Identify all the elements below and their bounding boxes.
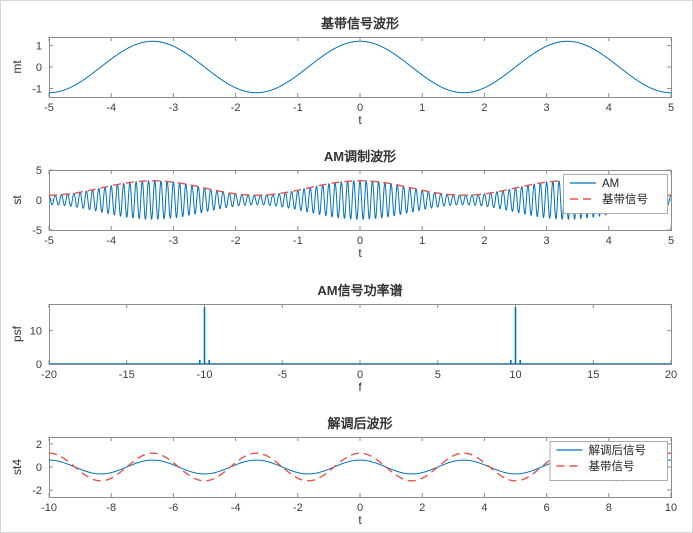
x-tick-label: -2 bbox=[293, 502, 303, 514]
x-tick-label: -15 bbox=[119, 369, 135, 381]
plot-box bbox=[49, 37, 672, 98]
y-axis-label: mt bbox=[10, 60, 24, 74]
y-tick-label: 10 bbox=[30, 326, 42, 338]
x-tick-label: 2 bbox=[481, 235, 487, 247]
x-axis-label: t bbox=[358, 113, 362, 127]
x-tick-label: -3 bbox=[169, 235, 179, 247]
y-tick-label: 1 bbox=[36, 41, 42, 53]
tick-labels: -5 -4 -3 -2 -1 0 1 2 3 4 5 -5 0 5 bbox=[32, 165, 674, 247]
x-tick-label: 20 bbox=[665, 369, 677, 381]
legend-label: AM bbox=[602, 178, 619, 190]
x-tick-label: 5 bbox=[668, 102, 674, 114]
x-axis-label: t bbox=[358, 246, 362, 260]
x-axis-label: f bbox=[358, 380, 362, 394]
tick-marks bbox=[48, 304, 672, 365]
x-tick-label: 5 bbox=[435, 369, 441, 381]
x-axis-label: t bbox=[358, 513, 362, 527]
x-tick-label: -4 bbox=[231, 502, 241, 514]
x-tick-label: -5 bbox=[44, 235, 54, 247]
subplot-baseband-waveform: -5 -4 -3 -2 -1 0 1 2 3 4 5 -1 0 1 基带信号波形 mt t bbox=[1, 1, 692, 134]
y-tick-label: -2 bbox=[32, 485, 42, 497]
plot-title: AM信号功率谱 bbox=[317, 283, 403, 298]
x-tick-label: -5 bbox=[277, 369, 287, 381]
x-tick-label: 6 bbox=[544, 502, 550, 514]
x-tick-label: 0 bbox=[357, 369, 363, 381]
x-tick-label: 0 bbox=[357, 102, 363, 114]
plot-box bbox=[49, 304, 672, 365]
plot-title: 基带信号波形 bbox=[320, 16, 399, 31]
tick-marks bbox=[48, 437, 672, 497]
spectrum-plot-area: -20 -15 -10 -5 0 5 10 15 20 0 10 bbox=[30, 304, 677, 381]
tick-labels: -20 -15 -10 -5 0 5 10 15 20 0 10 bbox=[30, 326, 677, 381]
axes: -5 -4 -3 -2 -1 0 1 2 3 4 5 -1 0 1 bbox=[32, 37, 674, 114]
x-tick-label: -10 bbox=[41, 502, 57, 514]
y-axis-label: st4 bbox=[10, 459, 24, 476]
x-tick-label: 3 bbox=[544, 235, 550, 247]
series-psf bbox=[49, 307, 671, 364]
x-tick-label: -6 bbox=[169, 502, 179, 514]
x-tick-label: 10 bbox=[665, 502, 677, 514]
legend-box bbox=[549, 441, 668, 481]
x-tick-label: -20 bbox=[41, 369, 57, 381]
subplot-am-modulated-waveform: -5 -4 -3 -2 -1 0 1 2 3 4 5 -5 0 5 AM 基带信号 AM调制波形 st t bbox=[1, 134, 692, 267]
y-tick-label: -1 bbox=[32, 83, 42, 95]
legend-label: 解调后信号 bbox=[589, 443, 647, 457]
subplot-am-power-spectrum: -20 -15 -10 -5 0 5 10 15 20 0 10 AM信号功率谱 psf f bbox=[1, 268, 692, 401]
y-tick-label: -5 bbox=[32, 225, 42, 237]
x-tick-label: 2 bbox=[419, 502, 425, 514]
legend-box bbox=[563, 174, 668, 214]
x-tick-label: 1 bbox=[419, 235, 425, 247]
x-tick-label: -2 bbox=[231, 235, 241, 247]
plot-title: AM调制波形 bbox=[323, 149, 397, 164]
x-tick-label: -3 bbox=[169, 102, 179, 114]
legend-label: 基带信号 bbox=[589, 460, 635, 473]
x-tick-label: 10 bbox=[509, 369, 521, 381]
x-tick-label: -4 bbox=[106, 102, 116, 114]
y-tick-label: 5 bbox=[36, 165, 42, 177]
x-tick-label: -1 bbox=[293, 235, 303, 247]
subplot-demodulated-waveform: -10 -8 -6 -4 -2 0 2 4 6 8 10 -2 0 2 解调后信号基带信号 解调后波形 st… bbox=[1, 401, 692, 532]
y-tick-label: 0 bbox=[36, 195, 42, 207]
x-tick-label: -2 bbox=[231, 102, 241, 114]
x-tick-label: 1 bbox=[419, 102, 425, 114]
x-tick-label: 4 bbox=[481, 502, 487, 514]
x-tick-label: -8 bbox=[106, 502, 116, 514]
y-axis-label: psf bbox=[10, 326, 24, 343]
tick-marks bbox=[48, 37, 672, 97]
x-tick-label: 0 bbox=[357, 235, 363, 247]
y-tick-label: 0 bbox=[36, 62, 42, 74]
x-tick-label: -10 bbox=[197, 369, 213, 381]
y-tick-label: 0 bbox=[36, 359, 42, 371]
legend-label: 基带信号 bbox=[602, 193, 648, 206]
x-tick-label: 4 bbox=[606, 235, 612, 247]
x-tick-label: 4 bbox=[606, 102, 612, 114]
y-tick-label: 2 bbox=[36, 439, 42, 451]
x-tick-label: 2 bbox=[481, 102, 487, 114]
tick-labels: -10 -8 -6 -4 -2 0 2 4 6 8 10 -2 0 2 bbox=[32, 439, 677, 514]
x-tick-label: -1 bbox=[293, 102, 303, 114]
y-tick-label: 0 bbox=[36, 462, 42, 474]
baseband-plot-area: -5 -4 -3 -2 -1 0 1 2 3 4 5 -1 0 1 bbox=[32, 37, 674, 114]
y-axis-label: st bbox=[10, 195, 24, 205]
axes: -5 -4 -3 -2 -1 0 1 2 3 4 5 -5 0 5 AM 基带信号 bbox=[32, 165, 674, 247]
x-tick-label: 5 bbox=[668, 235, 674, 247]
am-plot-area: -5 -4 -3 -2 -1 0 1 2 3 4 5 -5 0 5 AM 基带信号 bbox=[32, 165, 674, 247]
x-tick-label: 3 bbox=[544, 102, 550, 114]
x-tick-label: -4 bbox=[106, 235, 116, 247]
x-tick-label: 0 bbox=[357, 502, 363, 514]
axes: -20 -15 -10 -5 0 5 10 15 20 0 10 bbox=[30, 304, 677, 381]
x-tick-label: 8 bbox=[606, 502, 612, 514]
tick-marks bbox=[48, 169, 672, 231]
legend: AM 基带信号 bbox=[563, 174, 668, 214]
x-tick-label: 15 bbox=[587, 369, 599, 381]
tick-labels: -5 -4 -3 -2 -1 0 1 2 3 4 5 -1 0 1 bbox=[32, 41, 674, 114]
x-tick-label: -5 bbox=[44, 102, 54, 114]
series-mt bbox=[49, 40, 671, 94]
plot-title: 解调后波形 bbox=[327, 416, 393, 431]
